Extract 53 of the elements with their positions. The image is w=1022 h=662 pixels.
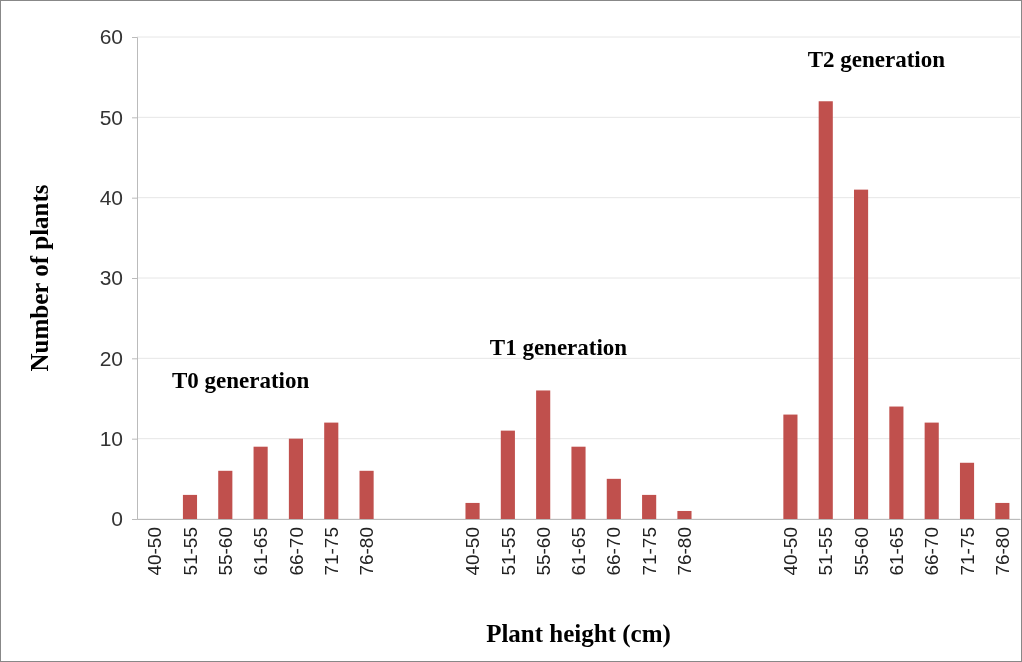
x-tick-label: 71-75 [956,527,978,576]
bar [253,446,268,519]
bar [606,478,621,519]
x-tick-label: 61-65 [568,527,590,576]
x-tick-label: 66-70 [285,527,307,576]
x-tick-label: 40-50 [462,527,484,576]
bar [571,446,586,519]
x-tick-label: 51-55 [179,527,201,576]
x-tick-label: 61-65 [886,527,908,576]
x-tick-label: 51-55 [815,527,837,576]
y-tick-label: 20 [99,346,123,370]
bar [500,430,515,519]
x-tick-label: 71-75 [638,527,660,576]
x-tick-label: 76-80 [991,527,1013,576]
bar [854,189,869,519]
bar [218,470,233,519]
x-tick-label: 51-55 [497,527,519,576]
x-tick-label: 55-60 [532,527,554,576]
bar [995,502,1010,519]
x-tick-label: 76-80 [356,527,378,576]
annotation: T2 generation [807,47,946,72]
bar [182,494,198,519]
bar [324,422,339,519]
y-axis-title: Number of plants [26,184,53,372]
y-tick-label: 60 [99,25,123,49]
x-tick-label: 76-80 [674,527,696,576]
y-tick-label: 10 [99,426,123,450]
bar [818,101,833,519]
x-axis-title: Plant height (cm) [486,620,671,648]
y-tick-label: 30 [99,266,123,290]
bar [536,390,551,519]
bar [924,422,939,519]
bar [288,438,303,519]
y-tick-label: 40 [99,185,123,209]
bar [359,470,374,519]
x-tick-label: 40-50 [144,527,166,576]
bar [959,462,975,519]
x-tick-label: 71-75 [320,527,342,576]
x-tick-label: 55-60 [850,527,872,576]
x-tick-label: 61-65 [250,527,272,576]
y-tick-label: 0 [111,507,123,531]
bar [677,510,692,519]
y-tick-label: 50 [99,105,123,129]
annotation: T0 generation [171,367,310,393]
x-tick-label: 55-60 [214,527,236,576]
x-tick-label: 66-70 [921,527,943,576]
annotation: T1 generation [489,335,628,361]
x-tick-label: 66-70 [603,527,625,576]
bar [889,406,904,519]
bar [783,414,798,519]
bar [465,502,480,519]
bar [642,494,657,519]
x-tick-label: 40-50 [780,527,802,576]
